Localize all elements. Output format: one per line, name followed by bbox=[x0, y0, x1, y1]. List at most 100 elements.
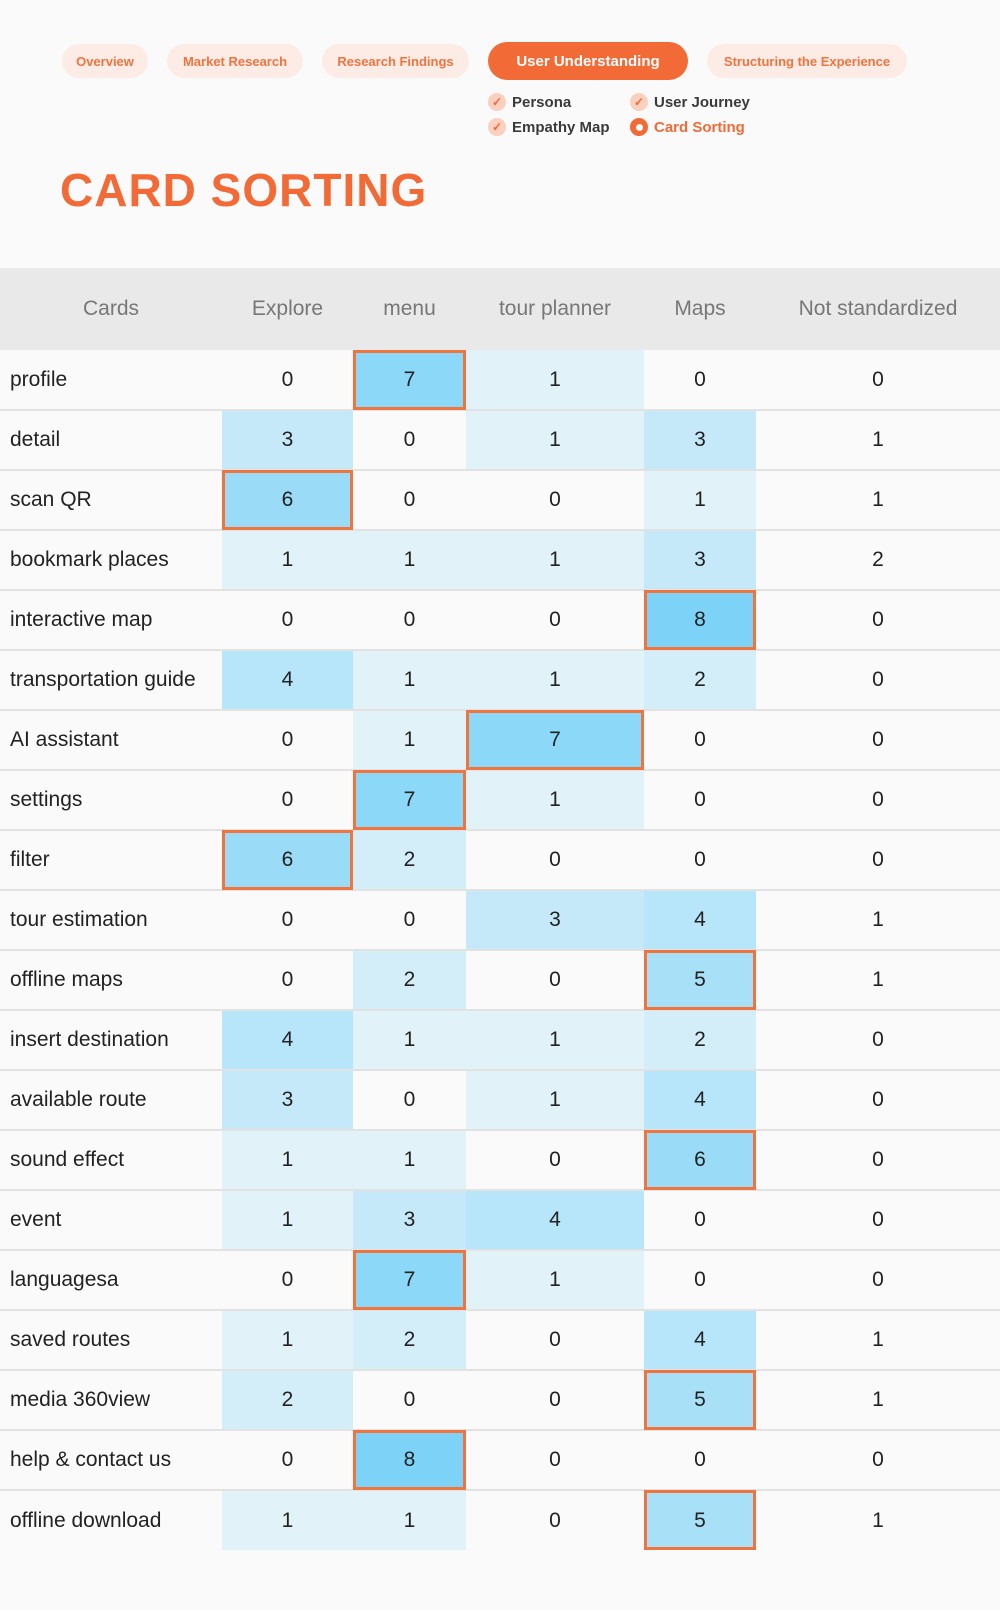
table-row: bookmark places 1 1 1 3 2 bbox=[0, 530, 1000, 590]
count-cell: 0 bbox=[756, 710, 1000, 770]
table-row: scan QR 6 0 0 1 1 bbox=[0, 470, 1000, 530]
card-label: insert destination bbox=[10, 1028, 169, 1051]
count-cell: 8 bbox=[353, 1430, 466, 1490]
table-row: settings 0 7 1 0 0 bbox=[0, 770, 1000, 830]
subtab-persona[interactable]: ✓ Persona bbox=[488, 93, 571, 111]
table-row: profile 0 7 1 0 0 bbox=[0, 350, 1000, 410]
card-label: bookmark places bbox=[10, 548, 169, 571]
count-cell: 2 bbox=[756, 530, 1000, 590]
column-header: Cards bbox=[82, 297, 140, 320]
count-cell: 1 bbox=[466, 1070, 644, 1130]
count-cell: 4 bbox=[222, 1010, 353, 1070]
count-cell: 7 bbox=[466, 710, 644, 770]
count-cell: 5 bbox=[644, 950, 756, 1010]
count-cell: 1 bbox=[222, 1130, 353, 1190]
card-label: profile bbox=[10, 367, 68, 391]
count-cell: 0 bbox=[403, 428, 416, 451]
count-cell: 2 bbox=[353, 830, 466, 890]
count-cell: 0 bbox=[694, 1448, 706, 1471]
count-cell: 0 bbox=[403, 488, 416, 511]
count-cell: 2 bbox=[353, 950, 466, 1010]
count-cell: 5 bbox=[644, 1370, 756, 1430]
count-cell: 1 bbox=[466, 530, 644, 590]
table-row: help & contact us 0 8 0 0 0 bbox=[0, 1430, 1000, 1490]
check-icon: ✓ bbox=[488, 93, 506, 111]
count-cell: 1 bbox=[756, 410, 1000, 470]
subtab-empathy-map[interactable]: ✓ Empathy Map bbox=[488, 118, 610, 136]
count-cell: 0 bbox=[694, 848, 706, 871]
subtab-card-sorting[interactable]: Card Sorting bbox=[630, 118, 745, 136]
count-cell: 3 bbox=[222, 1070, 353, 1130]
count-cell: 6 bbox=[222, 470, 353, 530]
radio-selected-icon bbox=[630, 118, 648, 136]
count-cell: 1 bbox=[466, 410, 644, 470]
count-cell: 0 bbox=[281, 728, 294, 751]
column-header: Explore bbox=[251, 297, 324, 320]
count-cell: 1 bbox=[353, 530, 466, 590]
column-header: tour planner bbox=[498, 297, 612, 320]
count-cell: 1 bbox=[222, 1310, 353, 1370]
count-cell: 2 bbox=[644, 1010, 756, 1070]
count-cell: 0 bbox=[756, 1130, 1000, 1190]
count-cell: 0 bbox=[281, 788, 294, 811]
count-cell: 0 bbox=[694, 728, 706, 751]
count-cell: 1 bbox=[756, 890, 1000, 950]
table-row: detail 3 0 1 3 1 bbox=[0, 410, 1000, 470]
count-cell: 1 bbox=[756, 1490, 1000, 1550]
count-cell: 8 bbox=[644, 590, 756, 650]
count-cell: 1 bbox=[756, 1310, 1000, 1370]
count-cell: 0 bbox=[281, 968, 294, 991]
tab-overview[interactable]: Overview bbox=[62, 44, 148, 78]
subtab-user-journey[interactable]: ✓ User Journey bbox=[630, 93, 750, 111]
count-cell: 2 bbox=[222, 1370, 353, 1430]
count-cell: 1 bbox=[466, 770, 644, 830]
tab-structuring-the-experience[interactable]: Structuring the Experience bbox=[707, 44, 907, 78]
count-cell: 4 bbox=[222, 650, 353, 710]
count-cell: 0 bbox=[549, 848, 561, 871]
count-cell: 1 bbox=[644, 470, 756, 530]
count-cell: 3 bbox=[466, 890, 644, 950]
card-label: detail bbox=[10, 428, 61, 451]
count-cell: 5 bbox=[644, 1490, 756, 1550]
count-cell: 6 bbox=[222, 830, 353, 890]
count-cell: 0 bbox=[756, 1190, 1000, 1250]
count-cell: 1 bbox=[466, 1250, 644, 1310]
count-cell: 0 bbox=[756, 830, 1000, 890]
table-row: languagesa 0 7 1 0 0 bbox=[0, 1250, 1000, 1310]
count-cell: 1 bbox=[756, 1370, 1000, 1430]
count-cell: 0 bbox=[694, 1268, 706, 1291]
column-header: menu bbox=[383, 297, 436, 320]
count-cell: 0 bbox=[549, 488, 561, 511]
card-label: event bbox=[10, 1208, 62, 1231]
card-label: media 360view bbox=[10, 1388, 151, 1411]
card-sorting-table: Cards Explore menu tour planner Maps Not… bbox=[0, 268, 1000, 1550]
count-cell: 3 bbox=[222, 410, 353, 470]
count-cell: 1 bbox=[756, 950, 1000, 1010]
count-cell: 0 bbox=[694, 367, 706, 391]
table-row: interactive map 0 0 0 8 0 bbox=[0, 590, 1000, 650]
table-row: sound effect 1 1 0 6 0 bbox=[0, 1130, 1000, 1190]
table-row: media 360view 2 0 0 5 1 bbox=[0, 1370, 1000, 1430]
table-row: offline maps 0 2 0 5 1 bbox=[0, 950, 1000, 1010]
tab-user-understanding[interactable]: User Understanding bbox=[488, 42, 688, 80]
count-cell: 0 bbox=[756, 1430, 1000, 1490]
count-cell: 1 bbox=[222, 1190, 353, 1250]
card-label: available route bbox=[10, 1088, 147, 1111]
count-cell: 0 bbox=[549, 1388, 561, 1411]
count-cell: 0 bbox=[756, 1070, 1000, 1130]
count-cell: 0 bbox=[549, 968, 561, 991]
card-label: offline download bbox=[10, 1508, 162, 1532]
count-cell: 0 bbox=[281, 1268, 294, 1291]
count-cell: 0 bbox=[403, 1088, 416, 1111]
count-cell: 0 bbox=[549, 1328, 561, 1351]
count-cell: 1 bbox=[353, 710, 466, 770]
column-header: Not standardized bbox=[798, 297, 958, 320]
count-cell: 7 bbox=[353, 1250, 466, 1310]
count-cell: 0 bbox=[281, 608, 294, 631]
tab-market-research[interactable]: Market Research bbox=[167, 44, 303, 78]
tab-research-findings[interactable]: Research Findings bbox=[322, 44, 469, 78]
count-cell: 1 bbox=[353, 1490, 466, 1550]
column-header: Maps bbox=[674, 297, 726, 320]
card-label: saved routes bbox=[10, 1328, 131, 1351]
count-cell: 0 bbox=[756, 350, 1000, 410]
